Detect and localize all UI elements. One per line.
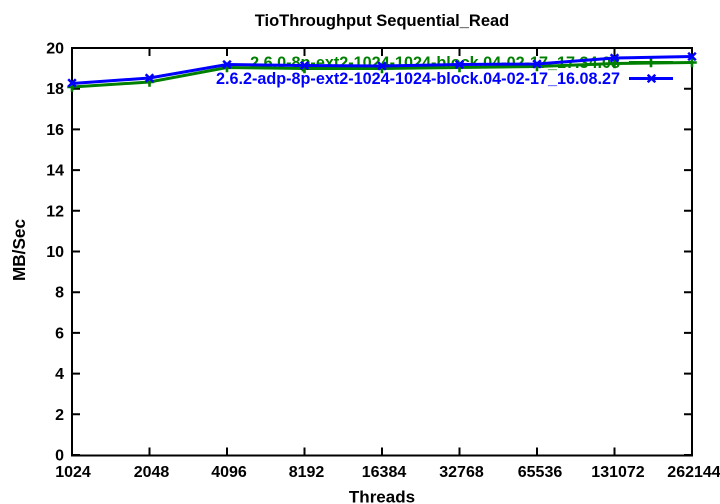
svg-text:12: 12 xyxy=(46,203,64,220)
svg-text:MB/Sec: MB/Sec xyxy=(9,219,29,282)
svg-text:32768: 32768 xyxy=(439,464,484,481)
svg-text:2.6.2-adp-8p-ext2-1024-1024-bl: 2.6.2-adp-8p-ext2-1024-1024-block.04-02-… xyxy=(216,70,620,88)
svg-text:20: 20 xyxy=(46,41,64,58)
svg-text:1024: 1024 xyxy=(55,464,91,481)
svg-text:65536: 65536 xyxy=(518,464,563,481)
svg-text:Threads: Threads xyxy=(349,488,415,504)
svg-text:131072: 131072 xyxy=(591,464,644,481)
svg-text:4096: 4096 xyxy=(211,464,247,481)
svg-text:16: 16 xyxy=(46,122,64,139)
svg-text:4: 4 xyxy=(55,366,64,383)
svg-text:14: 14 xyxy=(46,163,64,180)
svg-text:2048: 2048 xyxy=(134,464,170,481)
svg-text:16384: 16384 xyxy=(362,464,407,481)
svg-text:8192: 8192 xyxy=(289,464,325,481)
svg-text:262144: 262144 xyxy=(667,464,720,481)
svg-text:6: 6 xyxy=(55,325,64,342)
svg-text:2: 2 xyxy=(55,407,64,424)
svg-text:TioThroughput Sequential_Read: TioThroughput Sequential_Read xyxy=(255,12,510,30)
svg-text:8: 8 xyxy=(55,285,64,302)
svg-text:10: 10 xyxy=(46,244,64,261)
svg-text:0: 0 xyxy=(55,448,64,465)
svg-text:18: 18 xyxy=(46,81,64,98)
